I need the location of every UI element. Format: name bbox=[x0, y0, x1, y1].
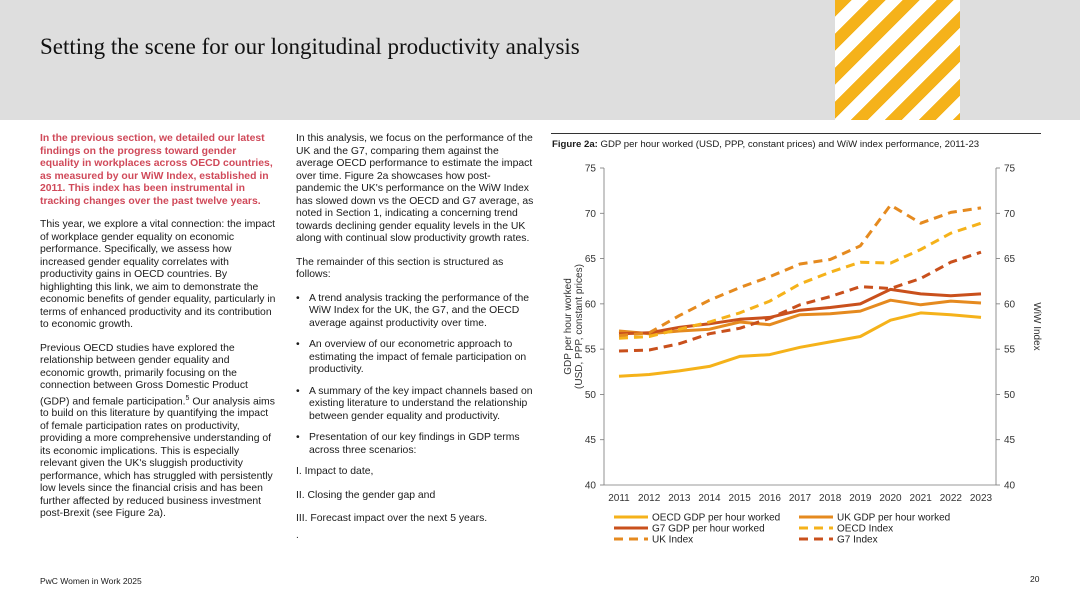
list-item: An overview of our econometric approach … bbox=[296, 339, 534, 377]
y2-axis-title: WiW Index bbox=[1031, 302, 1042, 350]
legend-label: G7 GDP per hour worked bbox=[652, 524, 765, 535]
series-line-uk-gdp-per-hour-worked bbox=[618, 298, 982, 336]
legend-label: UK GDP per hour worked bbox=[837, 513, 950, 524]
list-item: A summary of the key impact channels bas… bbox=[296, 386, 534, 424]
x-tick-label: 2019 bbox=[849, 493, 872, 504]
legend-label: OECD GDP per hour worked bbox=[652, 513, 780, 524]
list-item: A trend analysis tracking the performanc… bbox=[296, 293, 534, 331]
series-line-g7-gdp-per-hour-worked bbox=[618, 287, 982, 336]
gdp-wiw-line-chart: 40 40 45 45 50 50 55 55 60 60 65 65 70 70 75 75 2011 2012… bbox=[563, 164, 1042, 546]
y-tick-label-left: 65 bbox=[585, 254, 597, 265]
body-paragraph-2: Previous OECD studies have explored the … bbox=[40, 343, 276, 521]
footer-source: PwC Women in Work 2025 bbox=[40, 576, 142, 586]
chart-divider bbox=[551, 133, 1041, 134]
y-tick-label-left: 40 bbox=[585, 481, 597, 492]
scenario-item: II. Closing the gender gap and bbox=[296, 489, 436, 501]
y-tick-label-left: 50 bbox=[585, 390, 597, 401]
y-tick-label-left: 70 bbox=[585, 209, 597, 220]
intro-paragraph: In the previous section, we detailed our… bbox=[40, 133, 273, 207]
x-tick-label: 2013 bbox=[668, 493, 691, 504]
x-tick-label: 2014 bbox=[698, 493, 721, 504]
x-tick-label: 2017 bbox=[789, 493, 812, 504]
x-tick-label: 2018 bbox=[819, 493, 842, 504]
x-tick-label: 2020 bbox=[879, 493, 902, 504]
legend-label: OECD Index bbox=[837, 524, 893, 535]
figure-caption-text: GDP per hour worked (USD, PPP, constant … bbox=[597, 139, 980, 150]
y-tick-label-right: 75 bbox=[1004, 164, 1016, 175]
legend-label: G7 Index bbox=[837, 535, 878, 546]
body-paragraph-2-start: Previous OECD studies have explored the … bbox=[40, 342, 248, 407]
series-line-oecd-gdp-per-hour-worked bbox=[618, 311, 982, 378]
y-axis-title-line1: GDP per hour worked bbox=[563, 278, 574, 375]
scenario-item: III. Forecast impact over the next 5 yea… bbox=[296, 513, 488, 524]
x-tick-label: 2015 bbox=[729, 493, 752, 504]
series-line-uk-index bbox=[618, 203, 982, 338]
y-tick-label-left: 75 bbox=[585, 164, 597, 175]
scenario-item: I. Impact to date, bbox=[296, 466, 374, 477]
series-line-g7-index bbox=[618, 250, 982, 353]
structure-list: A trend analysis tracking the performanc… bbox=[296, 293, 534, 458]
x-tick-label: 2016 bbox=[759, 493, 782, 504]
page-title: Setting the scene for our longitudinal p… bbox=[40, 34, 580, 59]
text-column-middle: In this analysis, we focus on the perfor… bbox=[296, 133, 534, 537]
y-tick-label-right: 70 bbox=[1004, 209, 1016, 220]
y-tick-label-left: 55 bbox=[585, 345, 597, 356]
y-tick-label-right: 60 bbox=[1004, 299, 1016, 310]
analysis-paragraph: In this analysis, we focus on the perfor… bbox=[296, 133, 534, 244]
y-tick-label-right: 40 bbox=[1004, 481, 1016, 492]
structure-paragraph: The remainder of this section is structu… bbox=[296, 256, 504, 281]
footnote-marker[interactable]: 5 bbox=[185, 394, 190, 402]
legend-label: UK Index bbox=[652, 535, 693, 546]
figure-caption: Figure 2a: GDP per hour worked (USD, PPP… bbox=[552, 139, 979, 150]
series-line-oecd-index bbox=[618, 221, 982, 340]
page-number: 20 bbox=[1030, 574, 1040, 584]
y-tick-label-right: 50 bbox=[1004, 390, 1016, 401]
trailing-dot: . bbox=[296, 530, 299, 541]
x-tick-label: 2021 bbox=[910, 493, 933, 504]
y-tick-label-right: 45 bbox=[1004, 435, 1016, 446]
y-axis-title-line2: (USD, PPP, constant prices) bbox=[574, 264, 585, 389]
figure-label: Figure 2a: bbox=[552, 139, 598, 150]
y-tick-label-right: 65 bbox=[1004, 254, 1016, 265]
x-tick-label: 2011 bbox=[608, 493, 630, 504]
text-column-left: In the previous section, we detailed our… bbox=[40, 133, 276, 532]
body-paragraph-2-end: Our analysis aims to build on this liter… bbox=[40, 395, 275, 520]
body-paragraph-1: This year, we explore a vital connection… bbox=[40, 219, 276, 330]
x-tick-label: 2012 bbox=[638, 493, 661, 504]
x-tick-label: 2022 bbox=[940, 493, 963, 504]
list-item: Presentation of our key findings in GDP … bbox=[296, 432, 534, 457]
y-tick-label-left: 60 bbox=[585, 299, 597, 310]
x-tick-label: 2023 bbox=[970, 493, 993, 504]
y-tick-label-left: 45 bbox=[585, 435, 597, 446]
striped-decoration bbox=[835, 0, 960, 120]
y-tick-label-right: 55 bbox=[1004, 345, 1016, 356]
